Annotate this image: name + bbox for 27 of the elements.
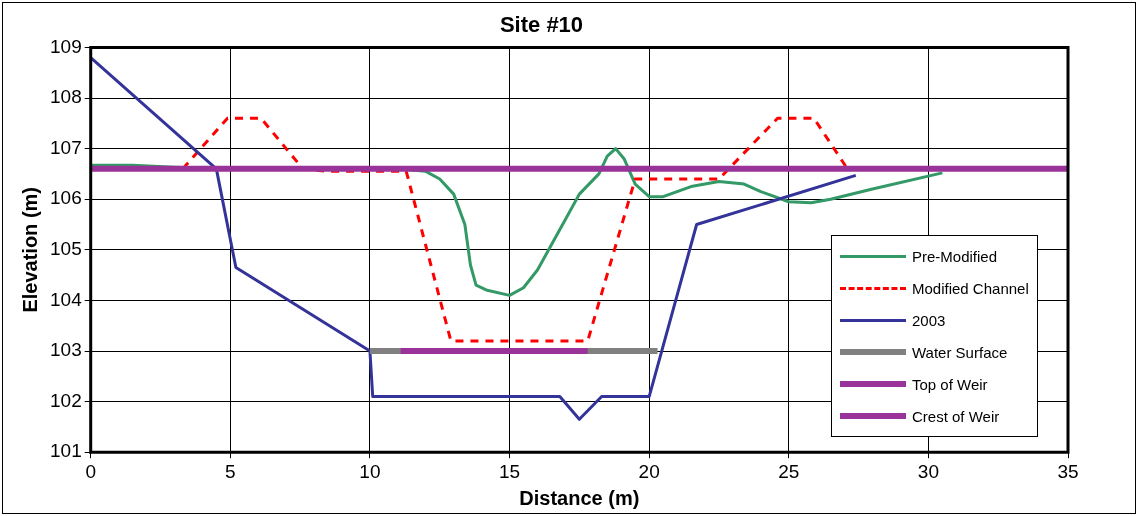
x-tick-label: 10	[359, 460, 381, 482]
legend-label: Top of Weir	[912, 375, 988, 393]
legend-label: Crest of Weir	[912, 407, 1000, 425]
x-tick-label: 15	[498, 460, 521, 482]
y-tick-label: 102	[50, 389, 82, 411]
x-tick-label: 5	[225, 460, 236, 482]
y-tick-label: 108	[50, 86, 82, 108]
x-tick-label: 25	[778, 460, 800, 482]
y-tick-label: 101	[50, 440, 82, 462]
x-tick-label: 35	[1057, 460, 1079, 482]
chart-title: Site #10	[499, 12, 584, 38]
y-tick-label: 105	[50, 238, 82, 260]
legend-label: Pre-Modified	[912, 247, 998, 265]
y-tick-label: 103	[50, 339, 82, 361]
legend-label: Modified Channel	[912, 279, 1029, 297]
y-tick-label: 106	[50, 187, 82, 209]
x-axis-title: Distance (m)	[519, 486, 640, 509]
line-series	[181, 116, 849, 343]
y-axis-title: Elevation (m)	[18, 187, 41, 313]
y-tick-label: 104	[50, 288, 83, 310]
legend-label: Water Surface	[912, 343, 1008, 361]
legend-label: 2003	[912, 311, 946, 329]
x-tick-label: 0	[85, 460, 96, 482]
y-tick-label: 109	[50, 35, 82, 57]
y-tick-label: 107	[50, 136, 82, 158]
x-tick-label: 20	[638, 460, 660, 482]
x-tick-label: 30	[917, 460, 939, 482]
